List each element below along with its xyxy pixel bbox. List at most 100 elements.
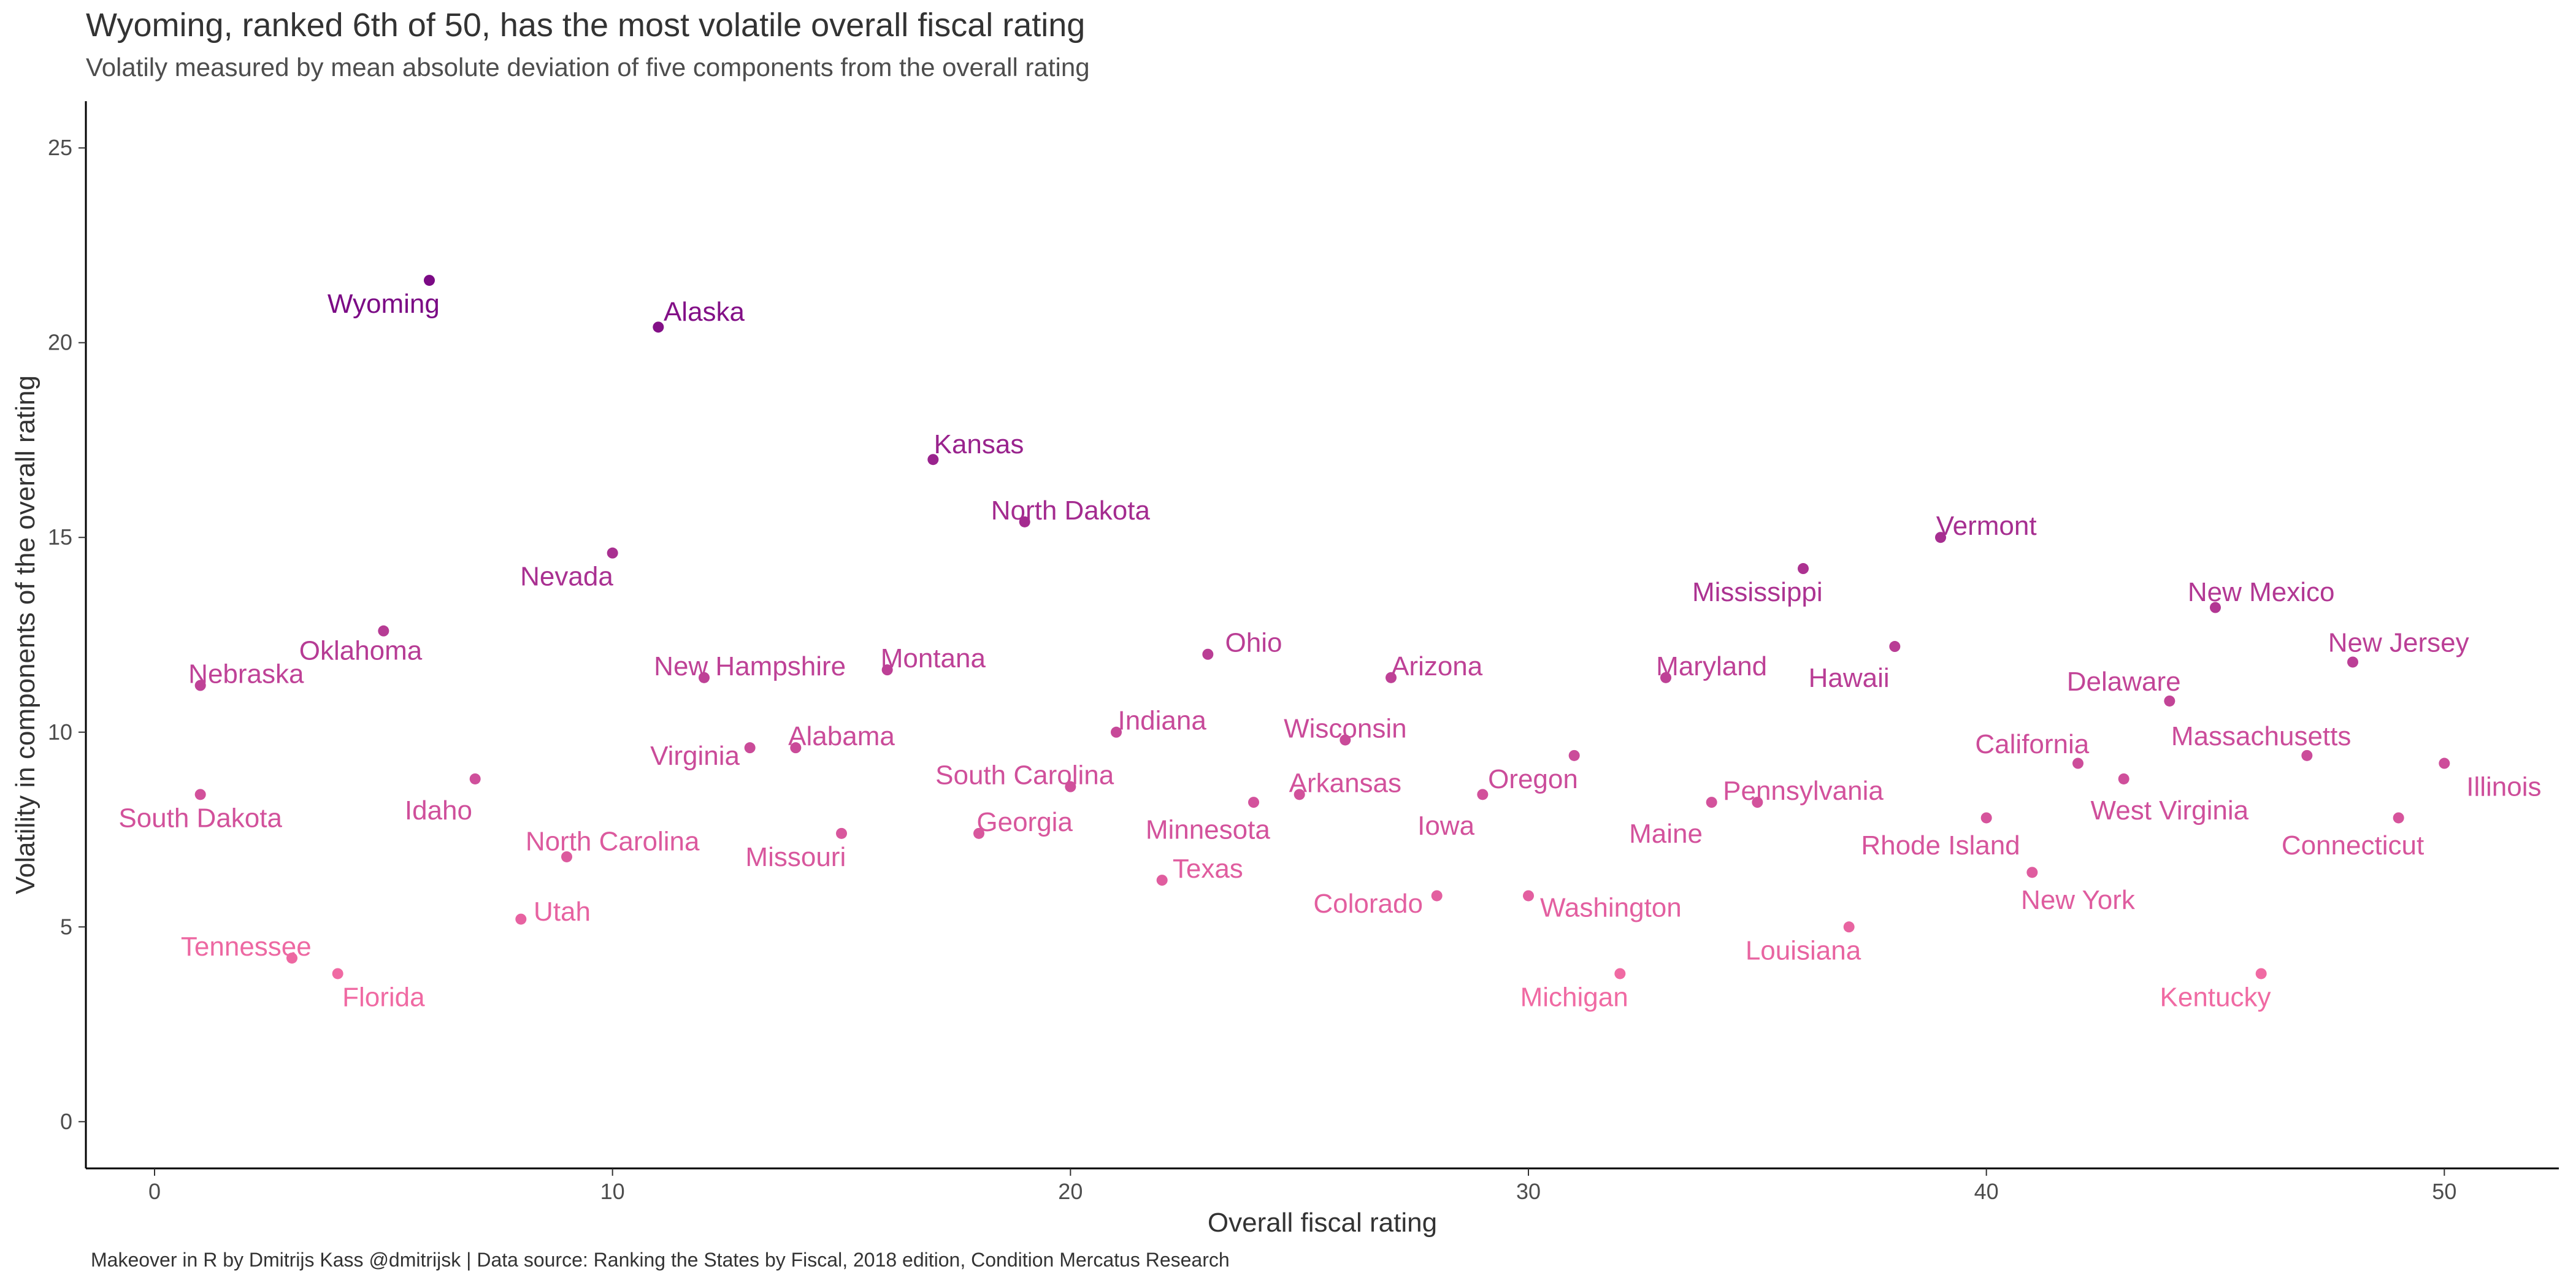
- data-point: [607, 547, 618, 559]
- data-point: [286, 953, 297, 964]
- point-label: Vermont: [1936, 511, 2037, 541]
- point-label: Missouri: [745, 842, 846, 872]
- point-label: Maine: [1629, 819, 1703, 849]
- point-label: Louisiana: [1746, 935, 1861, 965]
- x-tick-label: 40: [1974, 1179, 1999, 1204]
- point-label: South Dakota: [118, 803, 282, 833]
- point-label: Tennessee: [181, 932, 312, 962]
- point-label: South Carolina: [935, 761, 1114, 791]
- data-point: [2393, 812, 2404, 824]
- y-tick-label: 10: [48, 719, 72, 745]
- point-label: New Hampshire: [654, 651, 846, 681]
- data-point: [1660, 672, 1671, 683]
- point-label: Utah: [534, 897, 591, 927]
- data-point: [1935, 532, 1946, 543]
- data-point: [1980, 812, 1992, 824]
- point-label: Delaware: [2067, 667, 2181, 697]
- data-point: [194, 680, 206, 691]
- data-point: [1340, 734, 1351, 746]
- x-tick-label: 10: [600, 1179, 625, 1204]
- data-point: [424, 275, 435, 286]
- point-label: Ohio: [1225, 628, 1282, 658]
- data-point: [1843, 921, 1855, 933]
- point-label: Connecticut: [2282, 830, 2424, 861]
- x-axis-title: Overall fiscal rating: [1208, 1208, 1437, 1238]
- point-label: North Dakota: [991, 496, 1151, 526]
- data-point: [1019, 516, 1030, 527]
- point-label: Maryland: [1656, 651, 1767, 681]
- x-tick-label: 50: [2432, 1179, 2456, 1204]
- point-label: Massachusetts: [2171, 721, 2351, 751]
- data-point: [1065, 781, 1076, 792]
- data-point: [2301, 749, 2313, 761]
- point-labels: South Dakota Nebraska Tennessee Florida Okla…: [118, 289, 2541, 1012]
- data-point: [1568, 749, 1580, 761]
- point-label: West Virginia: [2091, 795, 2249, 826]
- point-label: Michigan: [1520, 983, 1628, 1013]
- scatter-chart: 0 10 20 30 40 50 0 5 10 15 20 25 South Dakota Nebras…: [10, 101, 2559, 1238]
- point-label: Wyoming: [328, 289, 440, 319]
- point-label: Idaho: [405, 795, 472, 826]
- data-point: [790, 742, 802, 754]
- x-tick-label: 20: [1058, 1179, 1083, 1204]
- point-label: Hawaii: [1809, 663, 1890, 693]
- data-point: [1798, 563, 1809, 575]
- data-point: [973, 827, 984, 839]
- point-label: Alaska: [664, 297, 745, 327]
- point-label: New York: [2021, 885, 2136, 915]
- point-label: Georgia: [976, 807, 1073, 837]
- data-point: [2118, 773, 2129, 784]
- data-point: [2210, 602, 2221, 613]
- point-label: Virginia: [650, 741, 740, 771]
- data-point: [1294, 789, 1305, 800]
- data-points: [194, 275, 2450, 979]
- data-point: [2439, 757, 2450, 769]
- point-label: Indiana: [1117, 706, 1206, 736]
- data-point: [2072, 757, 2083, 769]
- data-point: [2347, 656, 2358, 668]
- data-point: [1477, 789, 1489, 800]
- data-point: [699, 672, 710, 683]
- point-label: Mississippi: [1692, 577, 1823, 607]
- data-point: [1706, 797, 1717, 808]
- data-point: [378, 625, 389, 637]
- point-label: Pennsylvania: [1723, 776, 1884, 806]
- data-point: [2255, 968, 2267, 979]
- data-point: [332, 968, 343, 979]
- point-label: Oregon: [1488, 764, 1578, 794]
- point-label: California: [1975, 729, 2089, 759]
- point-label: Alabama: [788, 721, 895, 751]
- x-tick-label: 0: [148, 1179, 161, 1204]
- data-point: [1386, 672, 1397, 683]
- point-label: Kansas: [934, 429, 1024, 459]
- point-label: Iowa: [1417, 811, 1474, 841]
- point-label: Florida: [342, 983, 425, 1013]
- x-tick-label: 30: [1516, 1179, 1541, 1204]
- y-tick-label: 20: [48, 330, 72, 355]
- point-label: Minnesota: [1146, 815, 1271, 845]
- data-point: [927, 454, 939, 466]
- point-label: Kentucky: [2160, 983, 2271, 1013]
- data-point: [653, 321, 664, 333]
- y-tick-label: 0: [60, 1109, 72, 1134]
- y-axis-title: Volatility in components of the overall …: [10, 375, 40, 894]
- point-label: Wisconsin: [1284, 713, 1407, 743]
- data-point: [744, 742, 756, 754]
- data-point: [2164, 695, 2175, 707]
- point-label: Arizona: [1391, 651, 1483, 681]
- data-point: [561, 851, 572, 862]
- data-point: [881, 664, 893, 676]
- point-label: Arkansas: [1289, 768, 1401, 798]
- data-point: [1889, 641, 1901, 653]
- point-label: North Carolina: [526, 827, 700, 857]
- point-label: New Mexico: [2188, 577, 2335, 607]
- data-point: [1111, 726, 1122, 738]
- point-label: New Jersey: [2328, 628, 2469, 658]
- y-tick-label: 25: [48, 135, 72, 160]
- point-label: Nevada: [520, 562, 613, 592]
- y-tick-label: 15: [48, 524, 72, 550]
- point-label: Texas: [1173, 854, 1243, 884]
- data-point: [1156, 875, 1168, 886]
- point-label: Rhode Island: [1861, 830, 2020, 861]
- point-label: Oklahoma: [299, 635, 423, 665]
